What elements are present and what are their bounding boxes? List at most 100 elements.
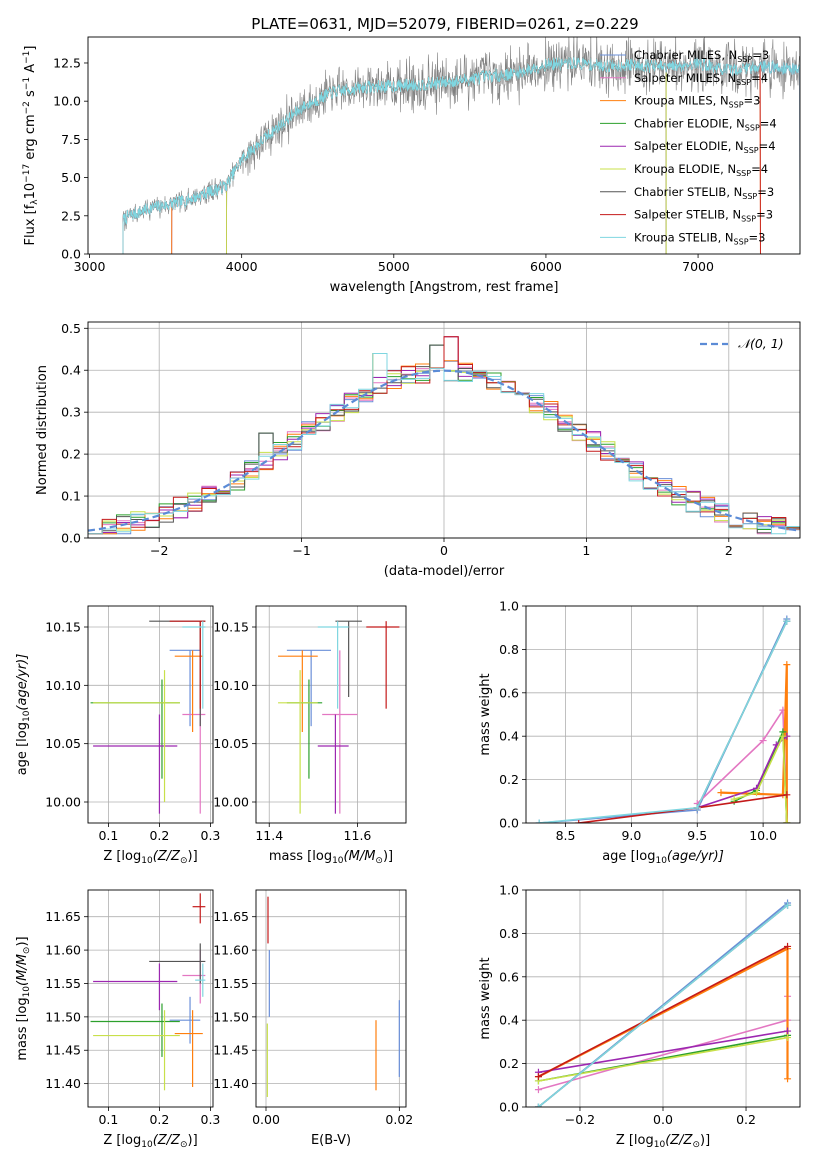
legend-subscript: SSP (734, 237, 749, 246)
spectrum-plot-area (122, 37, 800, 254)
legend-entry: Kroupa MILES, NSSP=3 (634, 94, 760, 110)
legend-nssp: =4 (751, 162, 768, 176)
label-part: age [log (602, 849, 655, 864)
mass_vs_EBV-frame (255, 889, 407, 1108)
label-part: 10 (332, 856, 344, 866)
weight-marker (534, 1073, 542, 1081)
weight_vs_Z-y-axis-label: mass weight (478, 957, 493, 1039)
residuals-y-axis-label: Normed distribution (35, 365, 50, 495)
spectrum-x-tick-label: 5000 (378, 259, 410, 274)
weight-marker (753, 789, 761, 797)
label-part: )] (383, 849, 393, 864)
spectrum-x-tick-label: 4000 (226, 259, 258, 274)
label-part: mass [log (269, 849, 332, 864)
legend-subscript: SSP (737, 55, 752, 64)
mass_vs_Z-y-tick-label: 11.60 (45, 943, 81, 958)
label-part: ] (23, 46, 38, 51)
mass_vs_EBV-panel: 0.00 0.02 11.40 11.45 11.50 11.55 11.60 11.65 E(… (213, 889, 413, 1148)
mass_vs_EBV-y-tick-label: 11.55 (213, 976, 249, 991)
weight_vs_age-x-tick-label: 10.0 (749, 828, 777, 843)
label-part: age [log (15, 722, 30, 775)
weight_vs_age-x-tick-label: 9.0 (621, 828, 641, 843)
weight_vs_Z-x-axis-label: Z [log10(Z/Z⊙)] (616, 1133, 710, 1150)
label-part: 10 (22, 710, 32, 722)
label-part: E(B-V) (311, 1133, 351, 1148)
spectrum-y-tick-label: 10.0 (53, 94, 81, 109)
residuals-y-tick-label: 0.2 (61, 447, 81, 462)
legend-nssp: =3 (749, 230, 766, 244)
weight_vs_age-plot-area (535, 615, 791, 823)
age_vs_Z-y-tick-label: 10.15 (45, 620, 81, 635)
age_vs_mass-frame (255, 605, 407, 824)
weight_vs_age-frame (525, 605, 801, 824)
residuals-y-tick-label: 0.0 (61, 531, 81, 546)
age_vs_Z-x-tick-label: 0.1 (98, 828, 118, 843)
weight-marker (783, 791, 791, 799)
age_vs_Z-x-tick-label: 0.3 (201, 828, 221, 843)
mass_vs_Z-x-axis-label: Z [log10(Z/Z⊙)] (103, 1133, 197, 1150)
weight-marker (783, 819, 791, 823)
weight-line (733, 735, 788, 823)
weight-marker (575, 819, 583, 823)
weight_vs_age-y-axis-label: mass weight (478, 673, 493, 755)
label-part: Salpeter STELIB, N (634, 208, 741, 222)
mass_vs_Z-grid (88, 890, 213, 1107)
mass_vs_Z-plot-area (90, 893, 206, 1091)
label-part: mass weight (478, 673, 493, 755)
label-part: (Z/Z (665, 1133, 693, 1148)
weight-marker (717, 789, 725, 797)
legend-subscript: SSP (741, 215, 756, 224)
label-part: )] (188, 1133, 198, 1148)
weight-marker (693, 804, 701, 812)
weight_vs_Z-x-tick-label: 0.2 (736, 1112, 756, 1127)
label-part: Chabrier ELODIE, N (634, 116, 745, 130)
label-part: 10 (141, 1140, 153, 1150)
label-part: −2 (22, 101, 32, 114)
weight_vs_age-panel: 8.5 9.0 9.5 10.0 0.0 0.2 0.4 0.6 0.8 1.0 age [log1… (478, 599, 801, 866)
label-part: Z [log (103, 849, 141, 864)
mass_vs_EBV-x-axis-label: E(B-V) (311, 1133, 351, 1148)
age_vs_Z-x-axis-label: Z [log10(Z/Z⊙)] (103, 849, 197, 866)
mass_vs_Z-x-tick-label: 0.1 (98, 1112, 118, 1127)
label-part: Kroupa STELIB, N (634, 230, 734, 244)
label-part: Chabrier MILES, N (634, 48, 737, 62)
legend-entry: Chabrier MILES, NSSP=3 (634, 48, 769, 64)
residuals-x-tick-label: 2 (725, 543, 733, 558)
legend-entry: Salpeter STELIB, NSSP=3 (634, 208, 773, 224)
mass_vs_EBV-grid (256, 890, 406, 1107)
label-part: ⊙ (180, 856, 188, 866)
spectrum-frame (87, 36, 801, 255)
spectrum-x-tick-label: 7000 (682, 259, 714, 274)
label-part: −1 (22, 77, 32, 90)
weight-marker (784, 1034, 792, 1042)
label-part: Kroupa ELODIE, N (634, 162, 736, 176)
weight_vs_age-x-axis-label: age [log10(age/yr)] (602, 849, 724, 866)
weight-marker (784, 901, 792, 909)
spectrum-x-axis-label: wavelength [Angstrom, rest frame] (330, 280, 559, 295)
weight_vs_age-y-tick-label: 0.4 (499, 729, 519, 744)
label-part: Chabrier STELIB, N (634, 185, 742, 199)
mass_vs_Z-y-tick-label: 11.55 (45, 976, 81, 991)
weight-marker (534, 1103, 542, 1107)
legend-subscript: SSP (736, 169, 751, 178)
weight_vs_Z-panel: −0.2 0.0 0.2 0.0 0.2 0.4 0.6 0.8 1.0 Z [log10(Z/Z… (478, 883, 801, 1150)
label-part: mass weight (478, 957, 493, 1039)
normal-curve (88, 369, 800, 532)
mass_vs_EBV-y-tick-label: 11.45 (213, 1043, 249, 1058)
legend-nssp: =3 (756, 208, 773, 222)
label-part: (age/yr)] (667, 849, 724, 864)
age_vs_mass-x-axis-label: mass [log10(M/M⊙)] (269, 849, 393, 866)
residuals-plot-area (88, 336, 800, 535)
legend-subscript: SSP (729, 101, 744, 110)
legend-nssp: =4 (751, 71, 768, 85)
label-part: (Z/Z (153, 1133, 181, 1148)
weight-marker (784, 1027, 792, 1035)
spectrum-x-tick-label: 3000 (74, 259, 106, 274)
label-part: mass [log (15, 997, 30, 1060)
legend-entry: Chabrier STELIB, NSSP=3 (634, 185, 774, 201)
legend-subscript: SSP (744, 146, 759, 155)
label-part: Z [log (616, 1133, 654, 1148)
label-part: 10 (654, 1140, 666, 1150)
label-part: )] (700, 1133, 710, 1148)
